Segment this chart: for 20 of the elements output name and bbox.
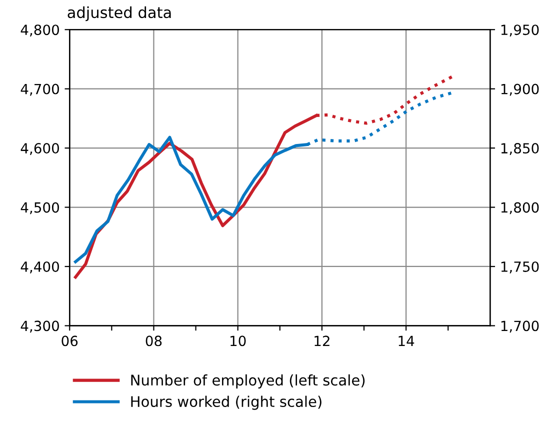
x-tick-label: 06 [62,336,78,346]
y-tick-label: 4,400 [20,261,59,274]
x-tick-label: 08 [146,336,162,346]
legend-label: Number of employed (left scale) [131,374,365,388]
y2-tick-label: 1,750 [501,261,539,274]
x-tick-label: 14 [398,336,414,346]
y2-tick-label: 1,900 [501,84,539,96]
y-tick-label: 4,300 [20,320,59,333]
x-tick-label: 10 [230,336,246,346]
y-tick-label: 4,600 [20,143,59,155]
y-tick-label: 4,500 [20,202,59,214]
y-tick-label: 4,700 [20,84,59,96]
x-tick-label: 12 [314,336,330,346]
y2-tick-label: 1,800 [501,202,539,214]
legend-label: Hours worked (right scale) [131,396,322,410]
y2-tick-label: 1,700 [501,320,539,333]
y2-tick-label: 1,850 [501,143,539,155]
chart-title: adjusted data [68,6,171,22]
y-tick-label: 4,800 [20,24,59,36]
y2-tick-label: 1,950 [501,24,539,36]
